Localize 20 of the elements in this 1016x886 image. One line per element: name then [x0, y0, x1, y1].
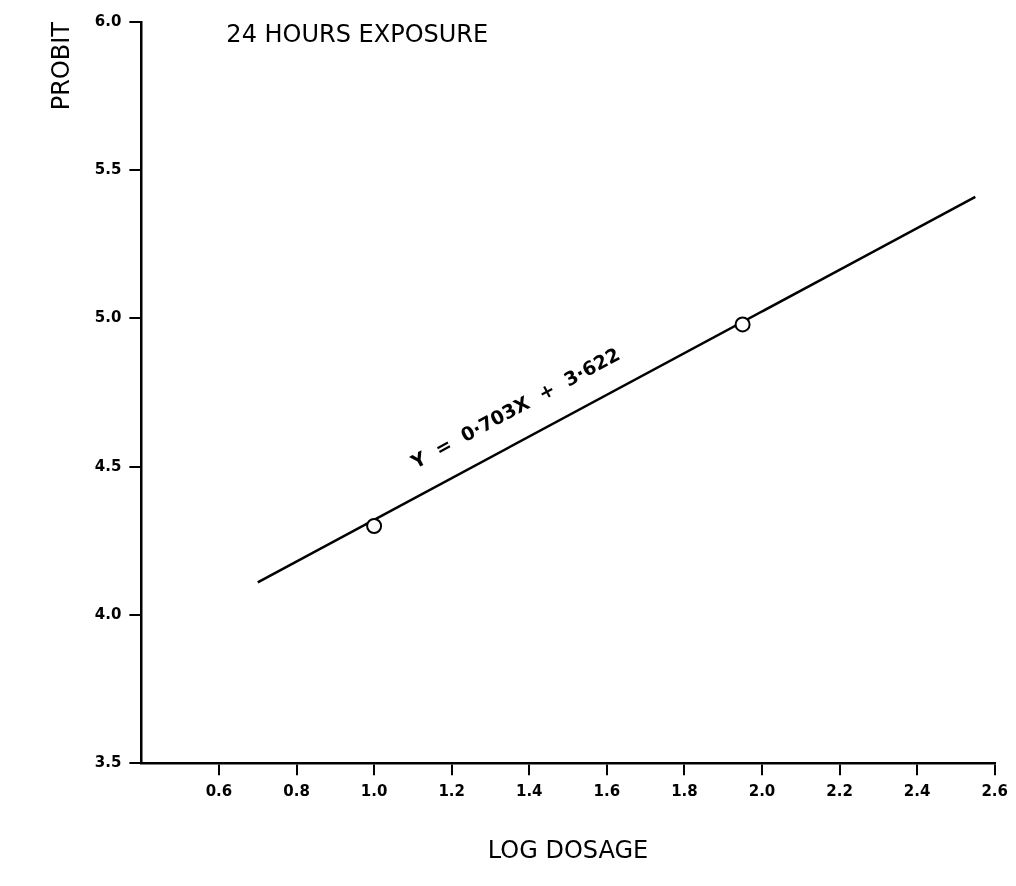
x-tick-label: 1.4 [515, 782, 543, 801]
x-tick-label: 2.2 [826, 782, 853, 801]
x-tick-label: 2.0 [748, 782, 776, 801]
x-tick-label: 1.6 [593, 782, 621, 801]
x-axis-title: LOG DOSAGE [487, 835, 649, 864]
x-tick-label: 1.8 [671, 782, 698, 801]
x-tick-label: 1.0 [360, 782, 388, 801]
y-tick-label: 3.5 [94, 753, 122, 772]
y-tick-label: 4.5 [94, 456, 122, 475]
chart-title: 24 HOURS EXPOSURE [226, 20, 489, 49]
x-tick-label: 0.8 [283, 782, 310, 801]
x-tick-label: 1.2 [438, 782, 465, 801]
y-tick-label: 5.0 [94, 308, 122, 327]
y-axis-title: PROBIT [46, 21, 75, 111]
y-tick-label: 5.5 [94, 160, 122, 179]
x-tick-label: 2.6 [981, 782, 1008, 801]
y-tick-label: 6.0 [94, 11, 122, 30]
x-tick-label: 0.6 [205, 782, 233, 801]
y-tick-label: 4.0 [94, 604, 122, 623]
x-tick-label: 2.4 [903, 782, 931, 801]
